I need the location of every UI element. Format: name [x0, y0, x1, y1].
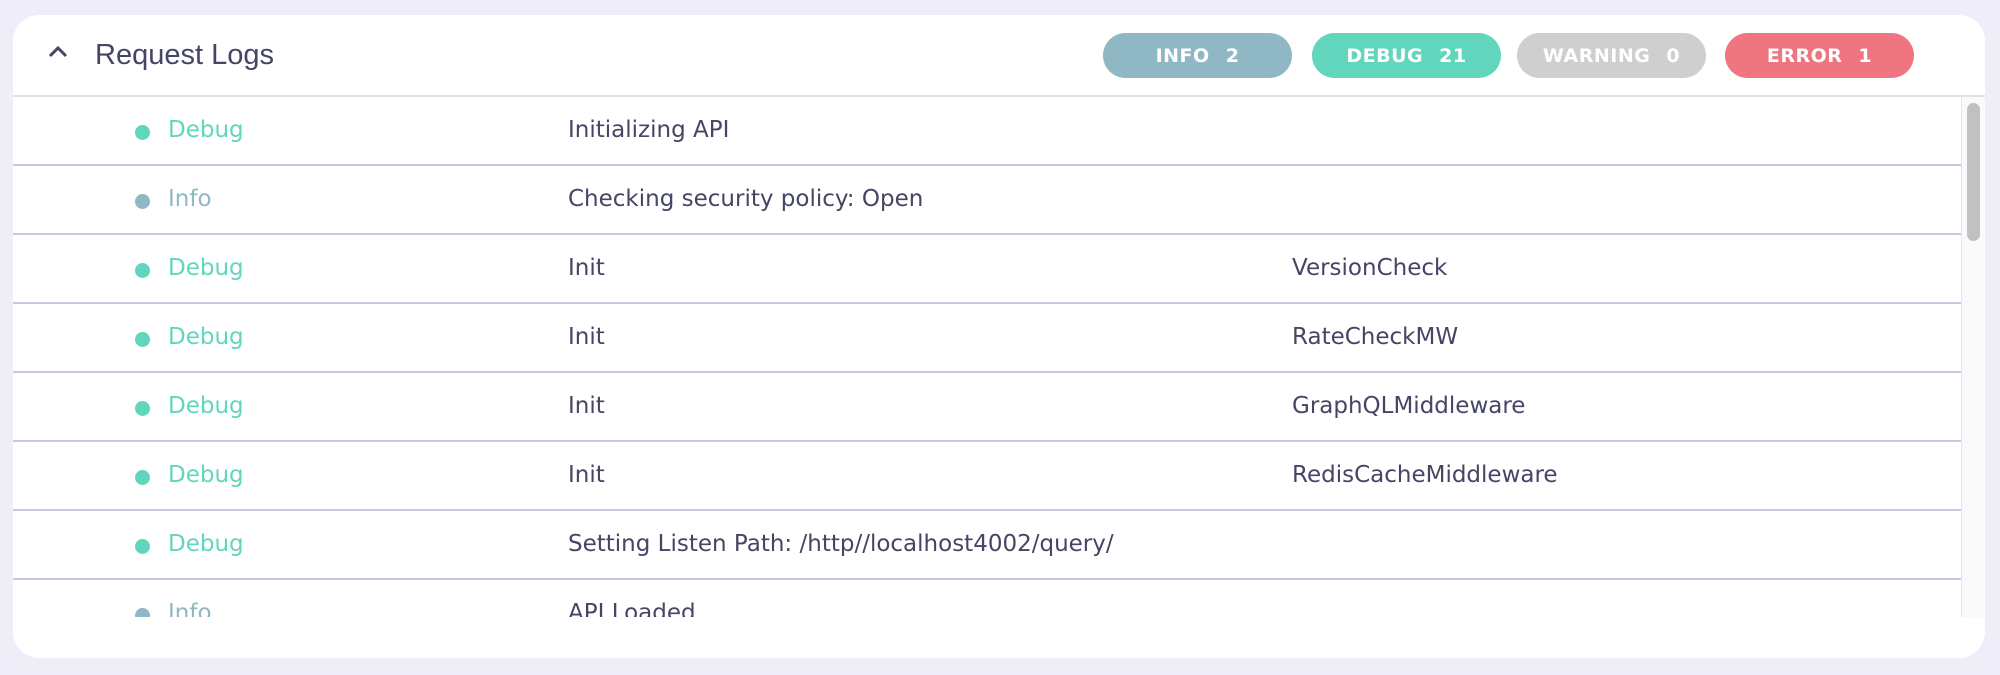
warning-filter-badge[interactable]: WARNING 0	[1517, 33, 1706, 78]
level-dot-icon	[135, 263, 150, 278]
log-row[interactable]: Info API Loaded	[13, 580, 1961, 617]
log-level: Debug	[168, 324, 244, 350]
panel-title: Request Logs	[95, 39, 274, 71]
log-level: Debug	[168, 531, 244, 557]
badge-count: 0	[1666, 44, 1681, 67]
log-source: RedisCacheMiddleware	[1292, 462, 1558, 488]
log-message: Init	[568, 462, 605, 488]
log-level: Debug	[168, 393, 244, 419]
log-message: Setting Listen Path: /http//localhost400…	[568, 531, 1114, 557]
info-filter-badge[interactable]: INFO 2	[1103, 33, 1292, 78]
badge-count: 1	[1858, 44, 1873, 67]
log-row[interactable]: Debug Init GraphQLMiddleware	[13, 373, 1961, 442]
error-filter-badge[interactable]: ERROR 1	[1725, 33, 1914, 78]
request-logs-panel: Request Logs INFO 2 DEBUG 21 WARNING 0 ERRO…	[13, 15, 1985, 658]
level-dot-icon	[135, 401, 150, 416]
log-row[interactable]: Debug Initializing API	[13, 97, 1961, 166]
log-row[interactable]: Debug Setting Listen Path: /http//localh…	[13, 511, 1961, 580]
panel-header: Request Logs INFO 2 DEBUG 21 WARNING 0 ERRO…	[13, 15, 1985, 97]
log-level: Info	[168, 600, 212, 617]
scrollbar[interactable]	[1961, 97, 1985, 617]
log-row[interactable]: Debug Init RedisCacheMiddleware	[13, 442, 1961, 511]
log-level: Debug	[168, 462, 244, 488]
log-message: Init	[568, 255, 605, 281]
badge-label: ERROR	[1766, 44, 1843, 67]
log-row[interactable]: Info Checking security policy: Open	[13, 166, 1961, 235]
level-dot-icon	[135, 470, 150, 485]
log-message: Checking security policy: Open	[568, 186, 924, 212]
log-level: Info	[168, 186, 212, 212]
log-message: Init	[568, 393, 605, 419]
badge-label: INFO	[1155, 44, 1210, 67]
badge-count: 21	[1439, 44, 1467, 67]
badge-count: 2	[1225, 44, 1240, 67]
chevron-up-icon[interactable]	[43, 37, 73, 67]
log-row[interactable]: Debug Init RateCheckMW	[13, 304, 1961, 373]
log-level: Debug	[168, 255, 244, 281]
log-level: Debug	[168, 117, 244, 143]
level-dot-icon	[135, 194, 150, 209]
level-dot-icon	[135, 539, 150, 554]
badge-label: WARNING	[1542, 44, 1651, 67]
level-dot-icon	[135, 332, 150, 347]
log-message: API Loaded	[568, 600, 696, 617]
debug-filter-badge[interactable]: DEBUG 21	[1312, 33, 1501, 78]
log-source: VersionCheck	[1292, 255, 1448, 281]
log-row[interactable]: Debug Init VersionCheck	[13, 235, 1961, 304]
log-message: Init	[568, 324, 605, 350]
log-list: Debug Initializing API Info Checking sec…	[13, 97, 1961, 617]
level-dot-icon	[135, 608, 150, 617]
level-dot-icon	[135, 125, 150, 140]
log-source: GraphQLMiddleware	[1292, 393, 1526, 419]
scrollbar-thumb[interactable]	[1967, 103, 1980, 241]
log-message: Initializing API	[568, 117, 730, 143]
log-source: RateCheckMW	[1292, 324, 1459, 350]
badge-label: DEBUG	[1346, 44, 1424, 67]
